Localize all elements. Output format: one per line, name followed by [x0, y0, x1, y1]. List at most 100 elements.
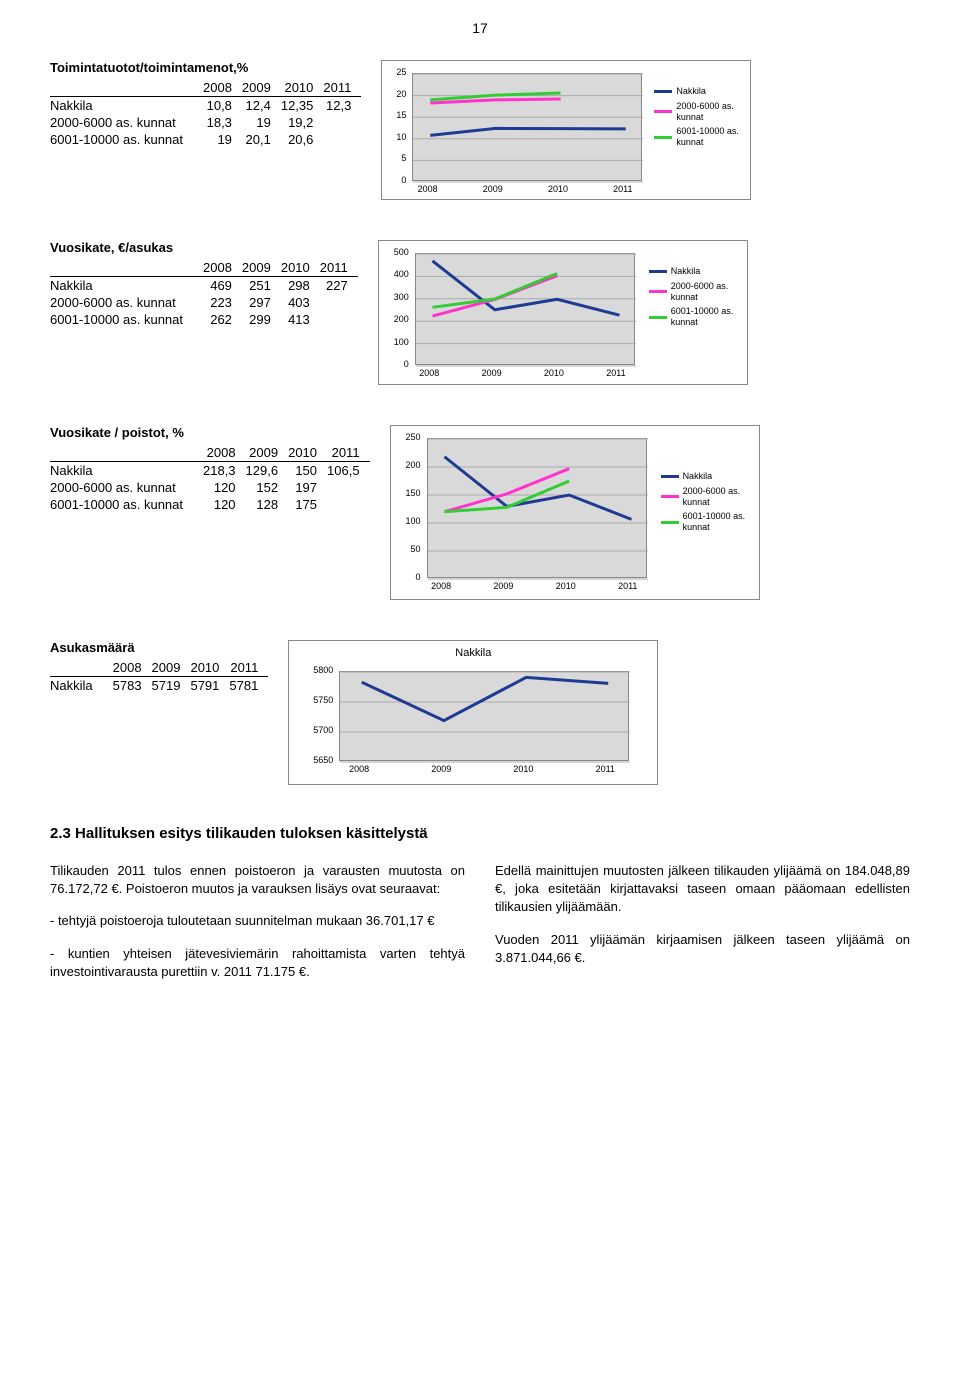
legend-label: 2000-6000 as. kunnat	[683, 486, 759, 508]
page-number: 17	[50, 20, 910, 36]
x-axis-label: 2009	[482, 368, 502, 378]
legend-swatch	[649, 290, 667, 293]
legend-label: 6001-10000 as. kunnat	[676, 126, 750, 148]
table-header-cell: 2008	[203, 259, 242, 277]
table-cell: 150	[288, 462, 327, 480]
table-header-cell: 2010	[281, 79, 324, 97]
y-axis-label: 20	[396, 89, 406, 99]
table-row: Nakkila469251298227	[50, 277, 358, 295]
table-cell: 262	[203, 311, 242, 328]
legend-label: 2000-6000 as. kunnat	[671, 281, 747, 303]
table-cell: 403	[281, 294, 320, 311]
body-paragraph: - kuntien yhteisen jätevesiviemärin raho…	[50, 945, 465, 981]
table-cell	[327, 479, 370, 496]
chart: 05101520252008200920102011Nakkila2000-60…	[381, 60, 751, 200]
legend-swatch	[654, 90, 672, 93]
table-cell: 19	[203, 131, 242, 148]
table-header-cell: 2009	[246, 444, 289, 462]
section-s1: Toimintatuotot/toimintamenot,%2008200920…	[50, 60, 910, 200]
y-axis-label: 100	[406, 516, 421, 526]
table-title: Vuosikate, €/asukas	[50, 240, 358, 255]
x-axis-label: 2009	[483, 184, 503, 194]
heading-2-3: 2.3 Hallituksen esitys tilikauden tuloks…	[50, 825, 910, 842]
legend-label: 2000-6000 as. kunnat	[676, 101, 750, 123]
table-cell: 12,4	[242, 97, 281, 115]
table-row: Nakkila5783571957915781	[50, 677, 268, 695]
data-table: 2008200920102011Nakkila10,812,412,3512,3…	[50, 79, 361, 148]
table-cell: 152	[246, 479, 289, 496]
table-title: Asukasmäärä	[50, 640, 268, 655]
table-cell: 227	[320, 277, 358, 295]
table-cell: 6001-10000 as. kunnat	[50, 311, 203, 328]
y-axis-label: 200	[394, 314, 409, 324]
x-axis-label: 2011	[618, 581, 637, 591]
table-cell: 20,6	[281, 131, 324, 148]
y-axis-label: 150	[406, 488, 421, 498]
table-cell: 18,3	[203, 114, 242, 131]
body-column-left: Tilikauden 2011 tulos ennen poistoeron j…	[50, 862, 465, 995]
table-cell: 413	[281, 311, 320, 328]
legend-label: Nakkila	[676, 86, 706, 97]
y-axis-label: 50	[411, 544, 421, 554]
y-axis-label: 400	[394, 269, 409, 279]
table-cell: 2000-6000 as. kunnat	[50, 294, 203, 311]
section-s3: Vuosikate / poistot, %2008200920102011Na…	[50, 425, 910, 600]
table-row: 6001-10000 as. kunnat120128175	[50, 496, 370, 513]
legend-item: 6001-10000 as. kunnat	[654, 126, 750, 148]
legend-swatch	[654, 110, 672, 113]
table-row: 2000-6000 as. kunnat18,31919,2	[50, 114, 361, 131]
table-cell: 298	[281, 277, 320, 295]
section-s2: Vuosikate, €/asukas 2008200920102011Nakki…	[50, 240, 910, 385]
table-header-cell	[50, 79, 203, 97]
table-cell	[327, 496, 370, 513]
chart: 01002003004005002008200920102011Nakkila2…	[378, 240, 748, 385]
chart-legend: Nakkila2000-6000 as. kunnat6001-10000 as…	[661, 471, 759, 537]
y-axis-label: 15	[396, 110, 406, 120]
table-cell	[320, 294, 358, 311]
x-axis-label: 2008	[419, 368, 439, 378]
table-cell: Nakkila	[50, 677, 113, 695]
table-cell: 20,1	[242, 131, 281, 148]
table-header-cell: 2009	[242, 259, 281, 277]
table-cell	[320, 311, 358, 328]
table-header-cell: 2008	[203, 444, 246, 462]
y-axis-label: 10	[396, 132, 406, 142]
chart-legend: Nakkila 2000-6000 as. kunnat 6001-10000 as…	[654, 86, 750, 152]
table-row: 6001-10000 as. kunnat1920,120,6	[50, 131, 361, 148]
x-axis-label: 2010	[556, 581, 576, 591]
table-cell	[323, 114, 361, 131]
x-axis-label: 2011	[613, 184, 632, 194]
table-title: Toimintatuotot/toimintamenot,%	[50, 60, 361, 75]
data-table: 2008200920102011Nakkila218,3129,6150106,…	[50, 444, 370, 513]
table-cell: 469	[203, 277, 242, 295]
table-cell: 19	[242, 114, 281, 131]
table-cell	[323, 131, 361, 148]
table-header-cell: 2010	[288, 444, 327, 462]
y-axis-label: 5700	[313, 725, 333, 735]
table-header-cell: 2011	[323, 79, 361, 97]
legend-item: 6001-10000 as. kunnat	[661, 511, 759, 533]
table-cell: 12,3	[323, 97, 361, 115]
table-cell: 106,5	[327, 462, 370, 480]
y-axis-label: 0	[401, 175, 406, 185]
data-table: 2008200920102011Nakkila4692512982272000-…	[50, 259, 358, 328]
table-header-cell: 2011	[327, 444, 370, 462]
table-cell: 5791	[190, 677, 229, 695]
table-cell: 299	[242, 311, 281, 328]
table-cell: 120	[203, 496, 246, 513]
x-axis-label: 2009	[493, 581, 513, 591]
table-cell: 19,2	[281, 114, 324, 131]
y-axis-label: 0	[416, 572, 421, 582]
table-cell: 2000-6000 as. kunnat	[50, 114, 203, 131]
legend-label: 6001-10000 as. kunnat	[683, 511, 759, 533]
legend-swatch	[649, 316, 667, 319]
table-header-cell: 2009	[152, 659, 191, 677]
legend-item: 2000-6000 as. kunnat	[661, 486, 759, 508]
legend-swatch	[661, 495, 679, 498]
y-axis-label: 100	[394, 337, 409, 347]
table-cell: Nakkila	[50, 277, 203, 295]
body-paragraph: Edellä mainittujen muutosten jälkeen til…	[495, 862, 910, 917]
y-axis-label: 300	[394, 292, 409, 302]
y-axis-label: 200	[406, 460, 421, 470]
legend-item: 6001-10000 as. kunnat	[649, 306, 747, 328]
